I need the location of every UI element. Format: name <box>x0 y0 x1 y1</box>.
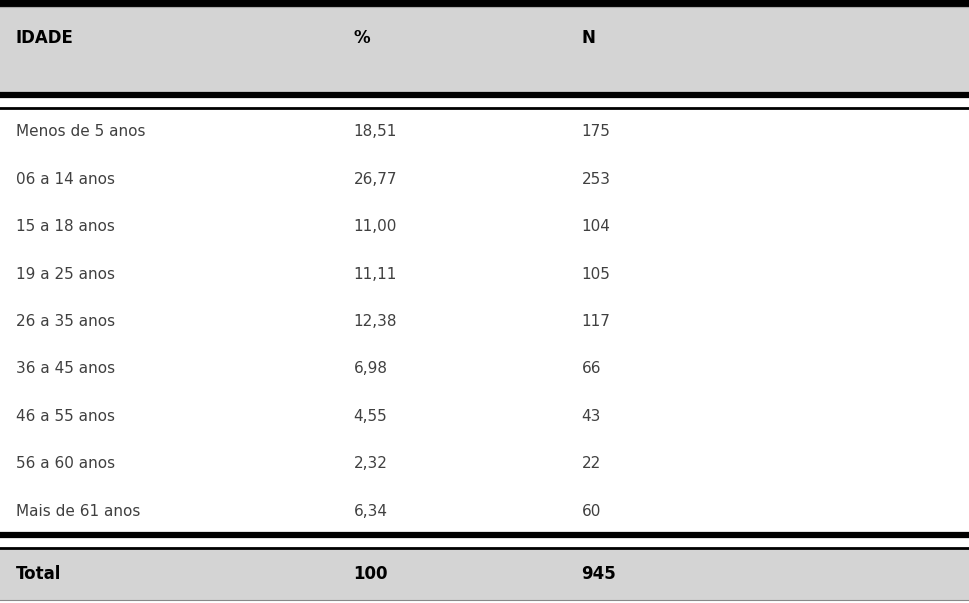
Text: 100: 100 <box>354 565 389 583</box>
Text: Mais de 61 anos: Mais de 61 anos <box>16 504 140 519</box>
Text: 253: 253 <box>581 172 610 187</box>
Text: 26 a 35 anos: 26 a 35 anos <box>16 314 114 329</box>
Text: 66: 66 <box>581 361 601 376</box>
Text: 22: 22 <box>581 456 601 472</box>
Text: 19 a 25 anos: 19 a 25 anos <box>16 267 114 282</box>
Text: 15 a 18 anos: 15 a 18 anos <box>16 219 114 234</box>
Bar <box>0 7 969 95</box>
Text: 56 a 60 anos: 56 a 60 anos <box>16 456 114 472</box>
Text: 4,55: 4,55 <box>354 409 388 424</box>
Bar <box>0 0 969 7</box>
Text: 26,77: 26,77 <box>354 172 397 187</box>
Text: 6,98: 6,98 <box>354 361 388 376</box>
Text: 36 a 45 anos: 36 a 45 anos <box>16 361 114 376</box>
Text: 60: 60 <box>581 504 601 519</box>
Text: Menos de 5 anos: Menos de 5 anos <box>16 124 145 139</box>
Text: 945: 945 <box>581 565 616 583</box>
Text: 46 a 55 anos: 46 a 55 anos <box>16 409 114 424</box>
Text: %: % <box>354 29 370 47</box>
Text: Total: Total <box>16 565 61 583</box>
Text: 117: 117 <box>581 314 610 329</box>
Text: 06 a 14 anos: 06 a 14 anos <box>16 172 114 187</box>
Text: 12,38: 12,38 <box>354 314 397 329</box>
Text: IDADE: IDADE <box>16 29 74 47</box>
Bar <box>0 108 969 535</box>
Text: 43: 43 <box>581 409 601 424</box>
Text: 11,00: 11,00 <box>354 219 397 234</box>
Text: 105: 105 <box>581 267 610 282</box>
Bar <box>0 548 969 600</box>
Text: 175: 175 <box>581 124 610 139</box>
Text: 18,51: 18,51 <box>354 124 397 139</box>
Text: 2,32: 2,32 <box>354 456 388 472</box>
Text: 11,11: 11,11 <box>354 267 397 282</box>
Text: N: N <box>581 29 595 47</box>
Text: 6,34: 6,34 <box>354 504 388 519</box>
Text: 104: 104 <box>581 219 610 234</box>
